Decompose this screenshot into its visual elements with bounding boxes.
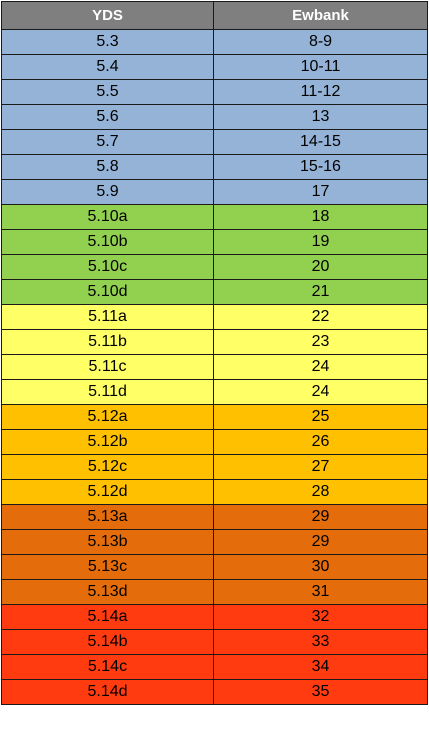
yds-grade-cell: 5.10a <box>1 204 214 230</box>
table-row: 5.13a 29 <box>1 504 428 530</box>
table-row: 5.13b 29 <box>1 529 428 555</box>
yds-grade-cell: 5.11c <box>1 354 214 380</box>
yds-grade-cell: 5.9 <box>1 179 214 205</box>
table-row: 5.12a 25 <box>1 404 428 430</box>
table-header: YDS Ewbank <box>1 1 428 30</box>
yds-grade-cell: 5.11a <box>1 304 214 330</box>
yds-grade-cell: 5.13c <box>1 554 214 580</box>
ewbank-grade-cell: 23 <box>213 329 428 355</box>
table-row: 5.11a 22 <box>1 304 428 330</box>
ewbank-grade-cell: 31 <box>213 579 428 605</box>
ewbank-grade-cell: 26 <box>213 429 428 455</box>
table-row: 5.7 14-15 <box>1 129 428 155</box>
grade-conversion-table: YDS Ewbank 5.3 8-9 5.4 10-11 5.5 11-12 5.6 13 5.… <box>1 1 428 705</box>
ewbank-grade-cell: 22 <box>213 304 428 330</box>
yds-grade-cell: 5.7 <box>1 129 214 155</box>
table-row: 5.5 11-12 <box>1 79 428 105</box>
yds-grade-cell: 5.6 <box>1 104 214 130</box>
ewbank-grade-cell: 24 <box>213 379 428 405</box>
yds-grade-cell: 5.13a <box>1 504 214 530</box>
yds-grade-cell: 5.12b <box>1 429 214 455</box>
table-row: 5.12b 26 <box>1 429 428 455</box>
header-ewbank: Ewbank <box>213 1 428 30</box>
yds-grade-cell: 5.14b <box>1 629 214 655</box>
ewbank-grade-cell: 24 <box>213 354 428 380</box>
ewbank-grade-cell: 35 <box>213 679 428 705</box>
table-row: 5.14b 33 <box>1 629 428 655</box>
ewbank-grade-cell: 14-15 <box>213 129 428 155</box>
table-row: 5.11c 24 <box>1 354 428 380</box>
ewbank-grade-cell: 8-9 <box>213 29 428 55</box>
table-row: 5.6 13 <box>1 104 428 130</box>
yds-grade-cell: 5.13b <box>1 529 214 555</box>
table-row: 5.10b 19 <box>1 229 428 255</box>
table-row: 5.3 8-9 <box>1 29 428 55</box>
yds-grade-cell: 5.10b <box>1 229 214 255</box>
ewbank-grade-cell: 28 <box>213 479 428 505</box>
ewbank-grade-cell: 32 <box>213 604 428 630</box>
ewbank-grade-cell: 27 <box>213 454 428 480</box>
yds-grade-cell: 5.4 <box>1 54 214 80</box>
table-row: 5.10d 21 <box>1 279 428 305</box>
ewbank-grade-cell: 29 <box>213 529 428 555</box>
ewbank-grade-cell: 29 <box>213 504 428 530</box>
table-row: 5.11b 23 <box>1 329 428 355</box>
table-row: 5.12d 28 <box>1 479 428 505</box>
ewbank-grade-cell: 17 <box>213 179 428 205</box>
table-row: 5.11d 24 <box>1 379 428 405</box>
table-row: 5.14a 32 <box>1 604 428 630</box>
table-row: 5.13d 31 <box>1 579 428 605</box>
table-row: 5.14d 35 <box>1 679 428 705</box>
yds-grade-cell: 5.14d <box>1 679 214 705</box>
table-row: 5.13c 30 <box>1 554 428 580</box>
yds-grade-cell: 5.11d <box>1 379 214 405</box>
yds-grade-cell: 5.8 <box>1 154 214 180</box>
table-row: 5.10c 20 <box>1 254 428 280</box>
yds-grade-cell: 5.10c <box>1 254 214 280</box>
ewbank-grade-cell: 30 <box>213 554 428 580</box>
ewbank-grade-cell: 34 <box>213 654 428 680</box>
table-row: 5.12c 27 <box>1 454 428 480</box>
table-row: 5.10a 18 <box>1 204 428 230</box>
yds-grade-cell: 5.12a <box>1 404 214 430</box>
header-row: YDS Ewbank <box>1 1 428 30</box>
ewbank-grade-cell: 33 <box>213 629 428 655</box>
yds-grade-cell: 5.13d <box>1 579 214 605</box>
ewbank-grade-cell: 25 <box>213 404 428 430</box>
table-body: 5.3 8-9 5.4 10-11 5.5 11-12 5.6 13 5.7 14-15 5.8 15… <box>1 29 428 705</box>
yds-grade-cell: 5.3 <box>1 29 214 55</box>
ewbank-grade-cell: 21 <box>213 279 428 305</box>
yds-grade-cell: 5.11b <box>1 329 214 355</box>
yds-grade-cell: 5.14a <box>1 604 214 630</box>
ewbank-grade-cell: 15-16 <box>213 154 428 180</box>
header-yds: YDS <box>1 1 214 30</box>
ewbank-grade-cell: 10-11 <box>213 54 428 80</box>
yds-grade-cell: 5.12d <box>1 479 214 505</box>
table-row: 5.8 15-16 <box>1 154 428 180</box>
ewbank-grade-cell: 13 <box>213 104 428 130</box>
yds-grade-cell: 5.14c <box>1 654 214 680</box>
ewbank-grade-cell: 20 <box>213 254 428 280</box>
ewbank-grade-cell: 19 <box>213 229 428 255</box>
ewbank-grade-cell: 11-12 <box>213 79 428 105</box>
yds-grade-cell: 5.12c <box>1 454 214 480</box>
table-row: 5.14c 34 <box>1 654 428 680</box>
yds-grade-cell: 5.5 <box>1 79 214 105</box>
ewbank-grade-cell: 18 <box>213 204 428 230</box>
table-row: 5.9 17 <box>1 179 428 205</box>
yds-grade-cell: 5.10d <box>1 279 214 305</box>
table-row: 5.4 10-11 <box>1 54 428 80</box>
